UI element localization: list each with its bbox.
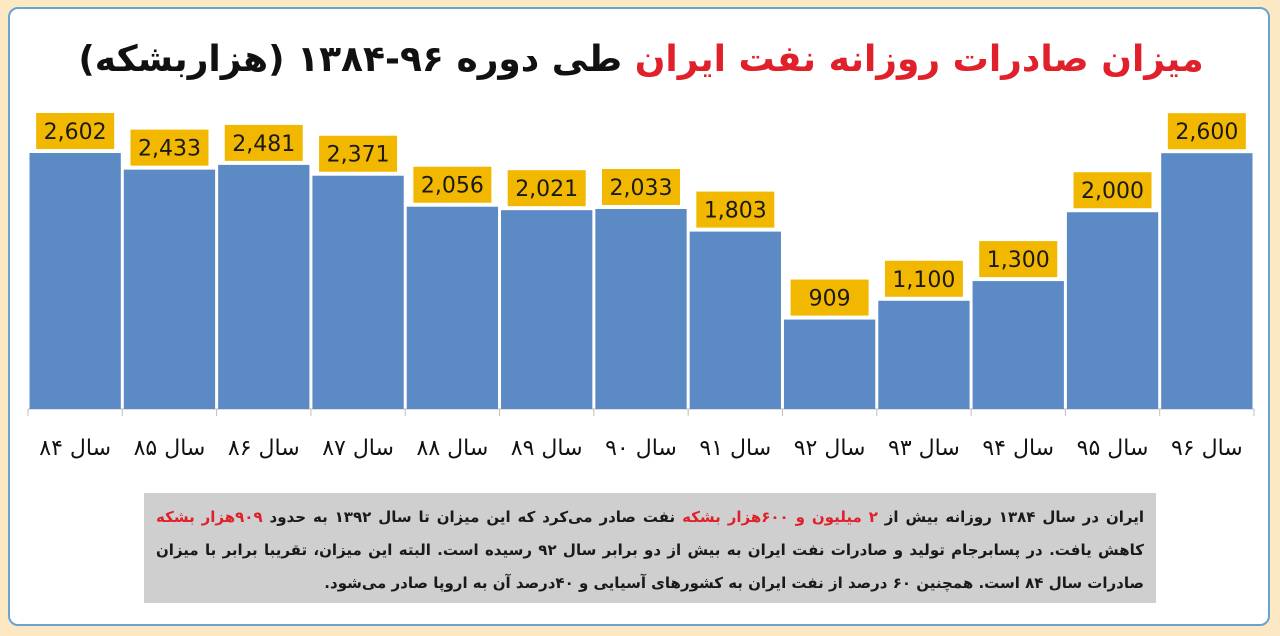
data-label: 2,033 — [610, 176, 673, 201]
data-label-box — [413, 166, 492, 203]
bar — [972, 281, 1064, 409]
note-text-1: ایران در سال ۱۳۸۴ روزانه بیش از — [877, 508, 1144, 526]
x-tick-label: سال ۸۷ — [322, 436, 394, 461]
x-tick-label: سال ۸۸ — [417, 436, 489, 461]
bar — [689, 231, 781, 409]
bar — [218, 164, 310, 409]
data-label-box — [319, 135, 398, 172]
data-label: 2,000 — [1081, 179, 1144, 204]
x-tick-label: سال ۸۵ — [134, 436, 206, 461]
data-label-box — [1167, 113, 1246, 150]
chart-title: میزان صادرات روزانه نفت ایران طی دوره ۹۶… — [10, 39, 1268, 80]
data-label-box — [884, 260, 963, 297]
note-highlight-2: ۹۰۹هزار بشکه — [156, 508, 263, 526]
data-label: 2,021 — [515, 177, 578, 202]
note-text-2: نفت صادر می‌کرد که این میزان تا سال ۱۳۹۲… — [262, 508, 683, 526]
data-label: 1,803 — [704, 199, 767, 224]
bar — [783, 319, 876, 409]
title-highlight: میزان صادرات روزانه نفت ایران — [634, 39, 1204, 80]
x-tick-label: سال ۹۵ — [1077, 436, 1149, 461]
data-label: 2,602 — [44, 120, 107, 145]
title-rest: طی دوره ۹۶-۱۳۸۴ (هزاربشکه) — [78, 39, 623, 80]
x-tick-label: سال ۹۲ — [794, 436, 866, 461]
x-tick-label: سال ۸۶ — [228, 436, 300, 461]
chart-frame: میزان صادرات روزانه نفت ایران طی دوره ۹۶… — [8, 7, 1270, 626]
data-label: 1,100 — [892, 268, 955, 293]
data-label: 1,300 — [987, 248, 1050, 273]
description-box: ایران در سال ۱۳۸۴ روزانه بیش از ۲ میلیون… — [144, 493, 1156, 603]
bar — [1066, 212, 1159, 409]
data-label-box — [1073, 172, 1152, 209]
bar — [501, 210, 593, 409]
bar-chart: 2,602 سال ۸۴ 2,433 سال ۸۵ 2,481 سال ۸۶ 2,371 سا… — [27, 113, 1255, 461]
x-tick-label: سال ۹۳ — [888, 436, 960, 461]
data-label-box — [979, 241, 1058, 278]
data-label-box — [36, 113, 115, 149]
bar — [29, 153, 121, 409]
note-highlight-1: ۲ میلیون و ۶۰۰هزار بشکه — [682, 508, 878, 526]
bar — [878, 300, 970, 409]
note-text-3: کاهش یافت. در پسابرجام تولید و صادرات نف… — [156, 541, 1145, 592]
data-label-box — [696, 191, 775, 228]
x-tick-label: سال ۹۴ — [982, 436, 1054, 461]
x-tick-label: سال ۸۴ — [39, 436, 111, 461]
bar — [1161, 153, 1253, 409]
x-tick-label: سال ۹۰ — [605, 436, 677, 461]
data-label-box — [507, 170, 586, 207]
data-label: 2,371 — [327, 143, 390, 168]
x-tick-label: سال ۹۱ — [699, 436, 771, 461]
bar — [312, 175, 404, 409]
x-tick-label: سال ۹۶ — [1171, 436, 1243, 461]
data-label: 2,056 — [421, 174, 484, 199]
data-label: 2,481 — [232, 132, 295, 157]
data-label-box — [790, 279, 869, 316]
bar — [123, 169, 216, 409]
x-tick-label: سال ۸۹ — [511, 436, 583, 461]
data-label: 2,433 — [138, 137, 201, 162]
data-label: 909 — [809, 287, 851, 312]
data-label-box — [224, 124, 303, 161]
data-label-box — [130, 129, 209, 166]
data-label: 2,600 — [1175, 120, 1238, 145]
data-label-box — [602, 168, 680, 205]
bar — [595, 208, 687, 409]
bar — [406, 206, 499, 409]
